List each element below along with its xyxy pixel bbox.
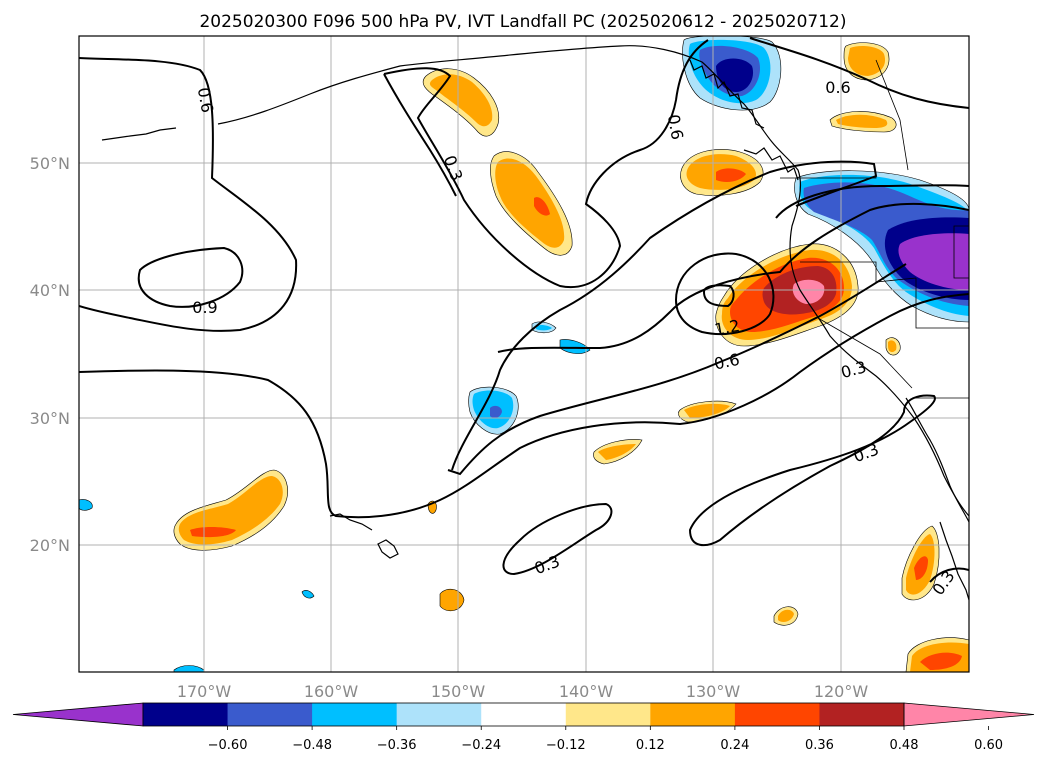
colorbar-tick-label: −0.48: [292, 738, 332, 753]
lon-label: 170°W: [177, 682, 232, 701]
pv-contour-0.9: [137, 246, 244, 308]
pos-anomaly-se-corner-center: [920, 652, 962, 670]
coastline-bc-islands: [743, 147, 799, 181]
pos-anomaly-small-2: [439, 588, 465, 612]
coastline-mexico: [939, 521, 969, 601]
contour-label: 0.6: [712, 350, 741, 374]
border-state-4: [817, 317, 913, 389]
pv-contour-0.6-pacnw: [775, 184, 969, 219]
colorbar: −0.60 −0.48 −0.36 −0.24 −0.12 0.12 0.24 0.36 0.4…: [12, 702, 1035, 753]
pos-anomaly-sub-1-core: [684, 403, 730, 418]
pv-contour-0.6-west: [79, 57, 298, 332]
neg-anomaly-west-edge: [79, 499, 93, 511]
border-bc-alberta: [875, 59, 909, 171]
pv-contour-0.6-south: [447, 263, 907, 476]
colorbar-tick-label: −0.24: [461, 738, 501, 753]
lon-label: 120°W: [814, 682, 869, 701]
coastline-hawaii-chain: [329, 513, 373, 531]
colorbar-segment: [650, 703, 736, 726]
map-frame: [78, 35, 970, 673]
pos-anomaly-mexico-center: [914, 556, 928, 580]
colorbar-segment: [481, 703, 567, 726]
colorbar-segment: [143, 703, 229, 726]
pv-contour-0.6-mid: [451, 160, 878, 471]
colorbar-tick-label: 0.60: [974, 738, 1003, 753]
coastline-aleutians: [101, 127, 177, 141]
political-borders: [780, 59, 969, 399]
lat-label: 30°N: [30, 409, 70, 428]
pos-anomaly-sub-2-core: [598, 444, 636, 460]
colorbar-segment: [312, 703, 398, 726]
lat-label: 50°N: [30, 154, 70, 173]
pv-contour-0.3-branch: [383, 73, 457, 197]
coastlines: [101, 45, 969, 601]
colorbar-segment: [819, 703, 905, 726]
pos-anomaly-north-2-core: [495, 158, 565, 248]
latitude-labels: 50°N 40°N 30°N 20°N: [30, 154, 70, 555]
pv-contour-1.5: [702, 284, 735, 308]
pv-contour-0.3-north: [383, 39, 709, 289]
border-state-1: [915, 278, 969, 329]
pos-anomaly-ne-2-core: [836, 114, 888, 128]
colorbar-tick-label: −0.36: [377, 738, 417, 753]
lat-label: 40°N: [30, 281, 70, 300]
pv-contour-0.3-south: [79, 293, 969, 519]
pv-contour-0.6-ne: [749, 37, 969, 109]
lon-label: 130°W: [686, 682, 741, 701]
colorbar-segment: [396, 703, 482, 726]
contour-label: 0.6: [194, 86, 217, 114]
contour-label: 0.9: [192, 298, 217, 317]
contour-label: 0.6: [664, 113, 687, 141]
pos-anomaly-small-3-core: [778, 609, 794, 622]
colorbar-segment: [734, 703, 820, 726]
colorbar-tick-label: −0.60: [208, 738, 248, 753]
pv-contour-1.2-outer: [497, 202, 969, 353]
colorbar-tick-label: 0.36: [805, 738, 834, 753]
lat-label: 20°N: [30, 536, 70, 555]
contour-label: 1.2: [713, 316, 741, 339]
neg-anomaly-small-1-core: [536, 324, 552, 331]
colorbar-segment: [565, 703, 651, 726]
colorbar-extend-min: [12, 702, 144, 727]
pos-anomaly-north-1-core: [429, 74, 493, 127]
neg-anomaly-small-3: [301, 590, 315, 599]
lon-label: 140°W: [559, 682, 614, 701]
neg-anomaly-small-2: [559, 339, 591, 354]
neg-anomaly-hawaii-north-center: [490, 405, 502, 419]
lon-label: 150°W: [431, 682, 486, 701]
coastline-north-america: [217, 45, 969, 517]
coastline-alaska-panhandle: [689, 59, 765, 129]
colorbar-tick-label: 0.12: [636, 738, 665, 753]
pv-contour-0.3-mexico: [929, 567, 969, 583]
pv-contours: [79, 37, 969, 583]
pv-contour-0.3-loop: [502, 502, 613, 576]
colorbar-segment: [227, 703, 313, 726]
map-panel: 0.6 0.6 0.6 0.3 0.9 1.2 0.6 0.3 0.3 0.3 …: [78, 35, 970, 673]
coastline-hawaii: [377, 539, 399, 559]
colorbar-frame: [142, 702, 905, 727]
pos-anomaly-southwest-center: [190, 527, 236, 538]
colorbar-tick-label: 0.48: [890, 738, 919, 753]
contour-label: 0.6: [825, 78, 850, 97]
pos-anomaly-bc-coast-center: [716, 168, 746, 182]
pos-anomaly-small-4-core: [888, 340, 897, 353]
lon-label: 160°W: [304, 682, 359, 701]
neg-anomaly-pacnw-center: [898, 233, 969, 290]
pos-anomaly-landfall-center: [792, 279, 825, 304]
colorbar-tick-label: −0.12: [546, 738, 586, 753]
map-background: [79, 36, 969, 672]
pos-anomaly-north-2-center: [534, 197, 550, 216]
colorbar-extend-max: [903, 702, 1035, 727]
pv-contour-0.3-se: [688, 394, 936, 547]
border-state-2: [800, 261, 917, 283]
longitude-labels: 170°W 160°W 150°W 140°W 130°W 120°W: [177, 682, 869, 701]
figure-title: 2025020300 F096 500 hPa PV, IVT Landfall…: [199, 12, 846, 32]
pos-anomaly-ne-core: [848, 46, 886, 76]
colorbar-tick-label: 0.24: [720, 738, 749, 753]
border-state-3: [953, 225, 969, 279]
pv-contour-1.2-inner: [674, 252, 775, 335]
